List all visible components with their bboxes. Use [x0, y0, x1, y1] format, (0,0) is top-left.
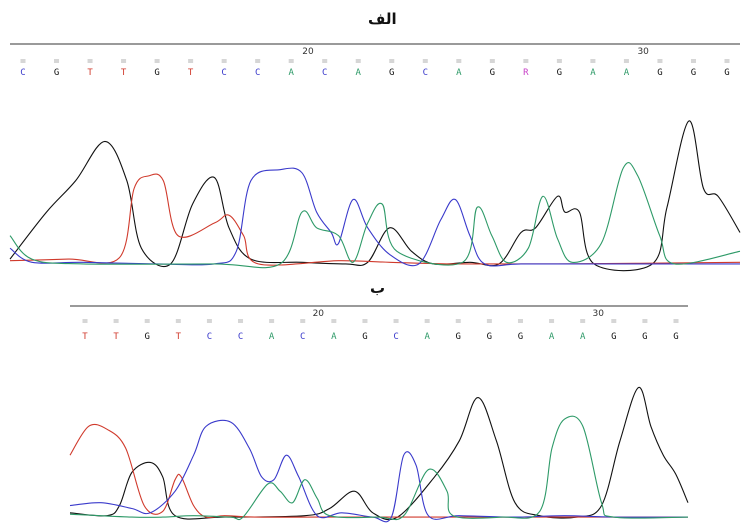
panel-a-quality-mark [221, 59, 227, 63]
panel-b-trace-G [69, 386, 689, 521]
panel-b-quality-mark [175, 319, 181, 323]
panel-a-base-call: C [20, 68, 25, 78]
panel-b-base-call: G [673, 332, 678, 342]
panel-a-quality-mark [355, 59, 361, 63]
panel-b-position-label: 30 [593, 309, 605, 319]
panel-a-label: الف [368, 10, 397, 28]
panel-b-base-call: G [144, 332, 149, 342]
panel-b-quality-mark [611, 319, 617, 323]
panel-b-base-call: G [456, 332, 461, 342]
panel-a-base-call: G [557, 68, 562, 78]
panel-a-trace-C [9, 167, 740, 267]
panel-a-base-call: A [456, 68, 462, 78]
panel-b-base-call: A [424, 332, 430, 342]
panel-b-base-call: G [642, 332, 647, 342]
panel-a-quality-mark [523, 59, 529, 63]
panel-b-quality-mark [362, 319, 368, 323]
panel-a-quality-mark [20, 59, 26, 63]
panel-b-quality-mark [269, 319, 275, 323]
panel-b-base-call: A [580, 332, 586, 342]
panel-b-label: ب [370, 279, 386, 297]
panel-b-base-call: C [300, 332, 305, 342]
panel-a-quality-mark [121, 59, 127, 63]
panel-b-base-call: A [549, 332, 555, 342]
panel-b-quality-mark [486, 319, 492, 323]
panel-b-quality-mark [424, 319, 430, 323]
panel-b-quality-mark [206, 319, 212, 323]
panel-b-base-call: T [113, 332, 119, 342]
panel-b-quality-mark [300, 319, 306, 323]
panel-b-quality-mark [331, 319, 337, 323]
panel-a-quality-mark [590, 59, 596, 63]
panel-a-position-label: 20 [302, 47, 314, 57]
panel-a-quality-mark [255, 59, 261, 63]
panel-a-base-call: T [188, 68, 194, 78]
panel-a-quality-mark [690, 59, 696, 63]
panel-a-trace-A [9, 162, 741, 269]
panel-b-quality-mark [113, 319, 119, 323]
panel-b-quality-mark [642, 319, 648, 323]
panel-b-base-call: G [362, 332, 367, 342]
panel-a-quality-mark [456, 59, 462, 63]
panel-a-base-call: G [691, 68, 696, 78]
panel-a-quality-mark [154, 59, 160, 63]
panel-a-base-call: G [657, 68, 662, 78]
panel-b-quality-mark [580, 319, 586, 323]
panel-a-position-label: 30 [637, 47, 649, 57]
panel-b-quality-mark [517, 319, 523, 323]
panel-a-quality-mark [389, 59, 395, 63]
panel-b-base-call: G [518, 332, 523, 342]
panel-b-base-call: T [82, 332, 88, 342]
panel-b-quality-mark [673, 319, 679, 323]
panel-a-quality-mark [556, 59, 562, 63]
panel-b-base-call: C [207, 332, 212, 342]
panel-a-base-call: R [523, 68, 529, 78]
panel-a-quality-mark [657, 59, 663, 63]
panel-a-quality-mark [322, 59, 328, 63]
panel-a-base-call: C [255, 68, 260, 78]
panel-b-quality-mark [455, 319, 461, 323]
panel-b-position-label: 20 [313, 309, 325, 319]
panel-b-base-call: C [393, 332, 398, 342]
panel-a-trace-G [9, 120, 741, 272]
panel-b-base-call: G [611, 332, 616, 342]
panel-a-base-call: C [221, 68, 226, 78]
panel-a-trace-T [9, 173, 741, 266]
panel-b-trace-C [69, 419, 689, 523]
panel-b-base-call: A [269, 332, 275, 342]
panel-a-base-call: G [389, 68, 394, 78]
panel-a-quality-mark [188, 59, 194, 63]
panel-b-quality-mark [144, 319, 150, 323]
panel-b-base-call: C [238, 332, 243, 342]
panel-b-trace-A [69, 415, 689, 521]
panel-b-quality-mark [393, 319, 399, 323]
panel-a-base-call: G [154, 68, 159, 78]
panel-a-quality-mark [623, 59, 629, 63]
panel-a-quality-mark [724, 59, 730, 63]
panel-a-base-call: T [87, 68, 93, 78]
panel-b-base-call: G [487, 332, 492, 342]
panel-a-base-call: A [288, 68, 294, 78]
panel-a-base-call: A [590, 68, 596, 78]
panel-b-quality-mark [238, 319, 244, 323]
panel-a-quality-mark [422, 59, 428, 63]
panel-b-base-call: A [331, 332, 337, 342]
panel-a-base-call: C [423, 68, 428, 78]
panel-b-quality-mark [549, 319, 555, 323]
panel-b-trace-T [69, 423, 688, 519]
panel-a-quality-mark [288, 59, 294, 63]
panel-a-base-call: G [724, 68, 729, 78]
panel-a-base-call: A [356, 68, 362, 78]
panel-a-quality-mark [87, 59, 93, 63]
panel-a-base-call: T [121, 68, 127, 78]
panel-a-quality-mark [489, 59, 495, 63]
panel-a-base-call: G [490, 68, 495, 78]
panel-b-quality-mark [82, 319, 88, 323]
panel-a-quality-mark [54, 59, 60, 63]
panel-a-base-call: G [54, 68, 59, 78]
panel-a-base-call: C [322, 68, 327, 78]
panel-b-base-call: T [176, 332, 182, 342]
panel-a-base-call: A [624, 68, 630, 78]
